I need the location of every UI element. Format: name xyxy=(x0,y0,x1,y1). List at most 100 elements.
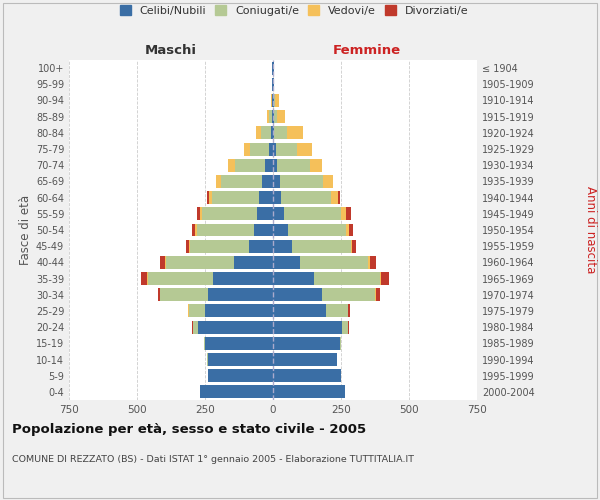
Bar xyxy=(292,240,350,252)
Bar xyxy=(269,142,273,156)
Bar xyxy=(322,288,375,301)
Bar xyxy=(343,320,348,334)
Bar xyxy=(273,320,343,334)
Bar xyxy=(273,224,288,236)
Bar xyxy=(208,288,273,301)
Bar xyxy=(273,369,341,382)
Bar xyxy=(209,191,212,204)
Bar xyxy=(186,240,189,252)
Bar xyxy=(273,191,281,204)
Bar xyxy=(158,288,160,301)
Bar xyxy=(200,208,202,220)
Y-axis label: Fasce di età: Fasce di età xyxy=(19,195,32,265)
Bar xyxy=(273,386,345,398)
Bar xyxy=(349,304,350,318)
Bar xyxy=(341,208,346,220)
Bar xyxy=(350,240,352,252)
Bar xyxy=(272,110,273,123)
Bar xyxy=(205,304,273,318)
Bar xyxy=(212,191,259,204)
Bar xyxy=(277,159,310,172)
Bar xyxy=(188,304,205,318)
Bar xyxy=(273,110,274,123)
Bar xyxy=(257,208,273,220)
Bar xyxy=(271,126,273,140)
Bar xyxy=(256,126,262,140)
Bar xyxy=(310,159,322,172)
Bar xyxy=(275,94,279,107)
Bar xyxy=(274,126,287,140)
Bar xyxy=(208,353,273,366)
Text: Femmine: Femmine xyxy=(333,44,401,58)
Bar xyxy=(213,272,273,285)
Bar xyxy=(276,142,298,156)
Bar xyxy=(273,353,337,366)
Bar xyxy=(262,126,271,140)
Bar xyxy=(207,191,209,204)
Bar xyxy=(273,159,277,172)
Bar xyxy=(262,175,273,188)
Bar xyxy=(197,224,254,236)
Bar xyxy=(190,240,248,252)
Legend: Celibi/Nubili, Coniugati/e, Vedovi/e, Divorziati/e: Celibi/Nubili, Coniugati/e, Vedovi/e, Di… xyxy=(118,3,470,18)
Bar xyxy=(273,288,322,301)
Bar xyxy=(273,142,276,156)
Bar xyxy=(267,110,269,123)
Bar xyxy=(198,320,273,334)
Bar xyxy=(221,175,262,188)
Bar xyxy=(349,224,353,236)
Bar xyxy=(273,256,300,269)
Bar xyxy=(273,272,314,285)
Bar xyxy=(376,288,380,301)
Bar xyxy=(254,224,273,236)
Bar xyxy=(272,94,273,107)
Bar xyxy=(228,159,235,172)
Bar xyxy=(273,126,274,140)
Bar xyxy=(273,304,326,318)
Bar xyxy=(196,224,197,236)
Bar xyxy=(273,240,292,252)
Bar xyxy=(352,240,356,252)
Text: Anni di nascita: Anni di nascita xyxy=(584,186,597,274)
Bar xyxy=(338,191,340,204)
Bar xyxy=(203,337,205,350)
Bar xyxy=(273,337,340,350)
Bar xyxy=(284,208,341,220)
Bar xyxy=(298,142,313,156)
Bar xyxy=(288,224,346,236)
Bar xyxy=(193,320,198,334)
Bar xyxy=(160,256,165,269)
Bar xyxy=(277,110,285,123)
Bar xyxy=(381,272,389,285)
Text: Popolazione per età, sesso e stato civile - 2005: Popolazione per età, sesso e stato civil… xyxy=(12,422,366,436)
Bar xyxy=(248,240,273,252)
Bar xyxy=(280,175,323,188)
Bar xyxy=(287,126,303,140)
Bar xyxy=(326,304,348,318)
Bar xyxy=(300,256,368,269)
Bar xyxy=(148,272,213,285)
Bar xyxy=(189,240,190,252)
Bar xyxy=(250,142,269,156)
Bar xyxy=(244,142,250,156)
Bar xyxy=(269,110,272,123)
Bar xyxy=(202,208,257,220)
Bar xyxy=(235,159,265,172)
Bar xyxy=(200,386,273,398)
Bar xyxy=(273,175,280,188)
Bar xyxy=(140,272,148,285)
Bar xyxy=(281,191,331,204)
Bar xyxy=(166,256,233,269)
Bar xyxy=(340,337,341,350)
Bar xyxy=(331,191,338,204)
Bar xyxy=(274,94,275,107)
Bar xyxy=(273,94,274,107)
Bar xyxy=(314,272,380,285)
Bar xyxy=(197,208,200,220)
Bar xyxy=(273,208,284,220)
Bar xyxy=(346,224,349,236)
Bar xyxy=(192,224,196,236)
Bar xyxy=(160,288,208,301)
Bar xyxy=(233,256,273,269)
Bar xyxy=(205,337,273,350)
